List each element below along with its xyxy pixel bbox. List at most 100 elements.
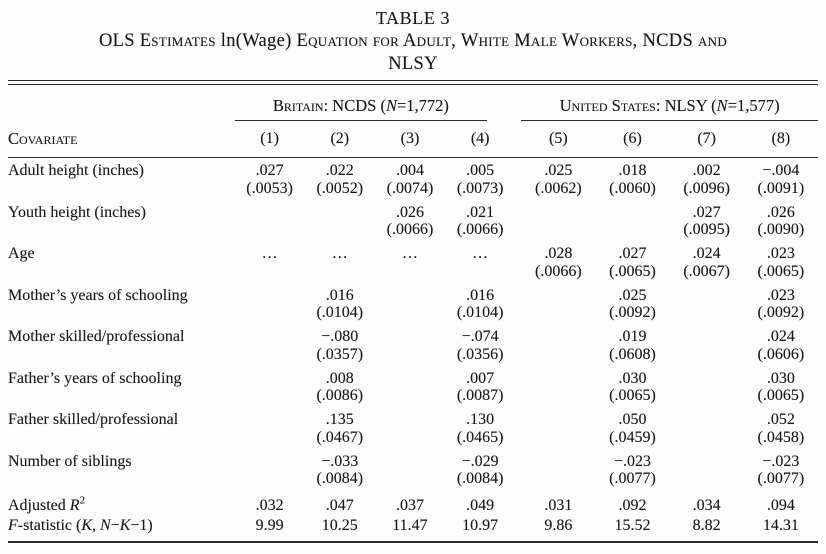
summary-value-cell: .092 bbox=[618, 496, 647, 514]
table-row-standard-errors: (.0357) (.0356) (.0608) (.0606) bbox=[8, 346, 818, 370]
estimate-cell bbox=[521, 411, 595, 429]
standard-error-cell bbox=[235, 429, 305, 453]
standard-error-cell: (.0104) bbox=[316, 304, 364, 321]
summary-value-cell: .037 bbox=[395, 496, 424, 514]
table-row-standard-errors: (.0086) (.0087) (.0065) (.0065) bbox=[8, 387, 818, 411]
column-header-4: (4) bbox=[445, 121, 516, 158]
standard-error-cell bbox=[235, 387, 305, 411]
summary-value-cell: 15.52 bbox=[595, 514, 670, 543]
standard-error-cell: (.0060) bbox=[609, 179, 656, 197]
estimate-cell: .024 bbox=[692, 245, 721, 262]
standard-error-cell: (.0066) bbox=[386, 221, 434, 238]
covariate-label: Mother skilled/professional bbox=[8, 328, 185, 345]
label-part: K bbox=[119, 516, 131, 534]
table-row-standard-errors: (.0066) (.0065) (.0067) (.0065) bbox=[8, 263, 818, 287]
column-number-row: Covariate (1) (2) (3) (4) (5) (6) (7) (8… bbox=[8, 121, 818, 158]
estimate-cell: .027 bbox=[255, 162, 284, 179]
estimate-cell: −.029 bbox=[461, 452, 499, 470]
standard-error-cell: (.0087) bbox=[456, 387, 504, 404]
summary-value-cell: .031 bbox=[544, 496, 573, 514]
standard-error-cell bbox=[235, 263, 305, 287]
table-row: Father’s years of schooling .008 .007 .030.… bbox=[8, 370, 818, 388]
estimate-cell: .026 bbox=[395, 203, 424, 221]
standard-error-cell: (.0092) bbox=[609, 304, 656, 321]
standard-error-cell bbox=[670, 346, 744, 370]
standard-error-cell bbox=[670, 429, 744, 453]
estimate-cell: … bbox=[401, 245, 418, 262]
estimate-cell bbox=[375, 328, 445, 346]
table-caption-line-1: OLS Estimates ln(Wage) Equation for Adul… bbox=[8, 30, 818, 53]
label-part: R bbox=[69, 496, 80, 514]
column-header-6: (6) bbox=[595, 121, 670, 158]
estimate-cell: .024 bbox=[766, 328, 795, 345]
label-part: Adjusted bbox=[8, 496, 70, 514]
estimate-cell: … bbox=[331, 245, 348, 262]
estimate-cell: −.080 bbox=[321, 328, 359, 345]
standard-error-cell bbox=[375, 387, 445, 411]
column-header-5: (5) bbox=[521, 121, 596, 158]
standard-error-cell: (.0065) bbox=[609, 262, 656, 280]
summary-value-cell: 9.99 bbox=[234, 514, 305, 543]
estimate-cell bbox=[235, 287, 305, 305]
standard-error-cell: (.0066) bbox=[456, 221, 504, 238]
standard-error-cell bbox=[375, 263, 445, 287]
column-group-spacer bbox=[515, 121, 522, 158]
table-caption-line-2: NLSY bbox=[388, 54, 438, 74]
estimate-cell: −.033 bbox=[321, 452, 359, 470]
summary-value-cell: 8.82 bbox=[669, 514, 744, 543]
standard-error-cell: (.0357) bbox=[316, 345, 364, 363]
covariate-label: Father’s years of schooling bbox=[8, 369, 182, 387]
standard-error-cell: (.0065) bbox=[757, 387, 805, 404]
table-row-standard-errors: (.0084) (.0084) (.0077) (.0077) bbox=[8, 470, 818, 494]
summary-value-cell: 14.31 bbox=[743, 514, 818, 543]
covariate-label: Youth height (inches) bbox=[8, 203, 146, 221]
group-label-britain: Britain: NCDS ( bbox=[272, 96, 386, 115]
estimate-cell: .026 bbox=[766, 203, 795, 221]
table-row: Mother skilled/professional −.080 −.074 .01… bbox=[8, 328, 818, 346]
estimate-cell: .025 bbox=[618, 286, 647, 304]
label-part: −1) bbox=[130, 516, 153, 534]
covariate-label: Number of siblings bbox=[8, 452, 132, 470]
estimate-cell bbox=[235, 204, 305, 222]
estimate-cell bbox=[670, 411, 744, 429]
standard-error-cell: (.0065) bbox=[609, 387, 656, 404]
estimate-cell bbox=[521, 453, 595, 471]
standard-error-cell: (.0084) bbox=[456, 470, 504, 487]
estimate-cell: −.023 bbox=[613, 452, 651, 470]
estimate-cell: .002 bbox=[692, 162, 721, 179]
estimate-cell: .019 bbox=[618, 328, 647, 345]
n-symbol: N bbox=[385, 96, 397, 115]
n-value: =1,577) bbox=[727, 96, 780, 115]
estimate-cell: .135 bbox=[325, 411, 354, 428]
estimate-cell: … bbox=[261, 245, 278, 262]
standard-error-cell bbox=[235, 304, 305, 328]
group-header-britain-inner: Britain: NCDS (N=1,772) bbox=[234, 96, 488, 121]
estimate-cell: .023 bbox=[766, 245, 795, 262]
group-header-row: Britain: NCDS (N=1,772) United States: N… bbox=[8, 87, 818, 121]
group-header-us: United States: NLSY (N=1,577) bbox=[521, 87, 818, 121]
covariate-label: Adult height (inches) bbox=[8, 162, 144, 179]
estimate-cell: .028 bbox=[544, 245, 573, 262]
standard-error-cell: (.0066) bbox=[534, 262, 582, 280]
estimate-cell: .130 bbox=[466, 411, 495, 428]
table-row-standard-errors: (.0467) (.0465) (.0459) (.0458) bbox=[8, 429, 818, 453]
summary-value-cell: 11.47 bbox=[374, 514, 446, 543]
estimate-cell bbox=[375, 411, 445, 429]
table-row: Father skilled/professional .135 .130 .050.… bbox=[8, 411, 818, 429]
standard-error-cell: (.0074) bbox=[386, 179, 434, 197]
covariate-label: Mother’s years of schooling bbox=[8, 286, 188, 304]
summary-value-cell: .094 bbox=[766, 496, 795, 514]
standard-error-cell bbox=[445, 263, 515, 287]
standard-error-cell bbox=[670, 470, 744, 494]
estimate-cell bbox=[375, 370, 445, 388]
estimate-cell bbox=[670, 370, 744, 388]
table-row: Age … … … … .028 .027 .024 .023 bbox=[8, 245, 818, 263]
standard-error-cell: (.0356) bbox=[456, 345, 504, 363]
empty-label-cell bbox=[8, 304, 235, 328]
group-header-britain: Britain: NCDS (N=1,772) bbox=[234, 87, 516, 121]
estimate-cell bbox=[521, 328, 595, 346]
table-row-standard-errors: (.0066) (.0066) (.0095) (.0090) bbox=[8, 221, 818, 245]
table-row: Youth height (inches) .026 .021 .027 .026 bbox=[8, 204, 818, 222]
empty-label-cell bbox=[8, 180, 235, 204]
standard-error-cell: (.0458) bbox=[757, 428, 805, 446]
